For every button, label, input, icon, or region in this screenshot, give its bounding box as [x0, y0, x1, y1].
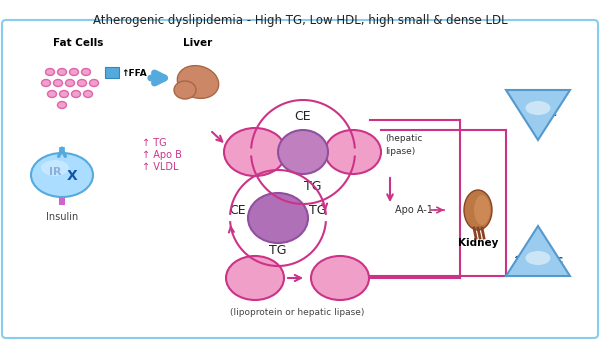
Ellipse shape: [46, 68, 55, 76]
Ellipse shape: [47, 91, 56, 98]
Bar: [59, 155, 65, 165]
Polygon shape: [506, 226, 570, 276]
Text: (hepatic
lipase): (hepatic lipase): [385, 134, 422, 156]
Ellipse shape: [224, 128, 286, 176]
Text: ↓HDLc: ↓HDLc: [518, 108, 557, 118]
Text: Atherogenic dyslipidemia - High TG, Low HDL, high small & dense LDL: Atherogenic dyslipidemia - High TG, Low …: [92, 14, 508, 27]
Text: Insulin: Insulin: [46, 212, 78, 222]
Text: Liver: Liver: [184, 38, 212, 48]
Text: (CETP): (CETP): [286, 147, 320, 157]
Bar: [59, 195, 65, 205]
Polygon shape: [506, 90, 570, 140]
Ellipse shape: [174, 81, 196, 99]
Ellipse shape: [77, 80, 86, 86]
Ellipse shape: [474, 195, 490, 225]
Text: TG: TG: [309, 203, 327, 217]
Text: TG: TG: [269, 243, 287, 257]
Ellipse shape: [177, 66, 219, 98]
Ellipse shape: [278, 130, 328, 174]
Ellipse shape: [70, 68, 79, 76]
Text: Kidney: Kidney: [458, 238, 498, 248]
Ellipse shape: [41, 80, 50, 86]
Ellipse shape: [31, 153, 93, 197]
Ellipse shape: [58, 101, 67, 108]
Ellipse shape: [41, 160, 69, 176]
Text: CE: CE: [230, 203, 247, 217]
Text: (CETP): (CETP): [260, 213, 296, 223]
Text: ↑ Apo B: ↑ Apo B: [142, 150, 182, 160]
Ellipse shape: [325, 130, 381, 174]
Text: TG: TG: [304, 180, 322, 194]
Text: LDLc: LDLc: [240, 273, 270, 283]
Text: ↑VLDL: ↑VLDL: [236, 147, 274, 157]
Ellipse shape: [58, 68, 67, 76]
Ellipse shape: [65, 80, 74, 86]
Bar: [59, 165, 65, 175]
Text: ↑sd-LDLc: ↑sd-LDLc: [512, 255, 563, 265]
Ellipse shape: [311, 256, 369, 300]
Bar: [59, 147, 65, 155]
Text: ↑FFA: ↑FFA: [121, 68, 147, 78]
Ellipse shape: [526, 251, 551, 265]
FancyBboxPatch shape: [105, 67, 119, 78]
Ellipse shape: [526, 101, 551, 115]
Ellipse shape: [71, 91, 80, 98]
Bar: [59, 185, 65, 195]
FancyBboxPatch shape: [2, 20, 598, 338]
Text: IR: IR: [49, 167, 61, 177]
Text: Fat Cells: Fat Cells: [53, 38, 103, 48]
Ellipse shape: [464, 190, 492, 230]
Ellipse shape: [248, 193, 308, 243]
Ellipse shape: [89, 80, 98, 86]
Ellipse shape: [59, 91, 68, 98]
Text: (lipoprotein or hepatic lipase): (lipoprotein or hepatic lipase): [230, 308, 364, 317]
Ellipse shape: [226, 256, 284, 300]
Ellipse shape: [82, 68, 91, 76]
Text: HDLc: HDLc: [337, 147, 369, 157]
Text: ↑ TG: ↑ TG: [142, 138, 167, 148]
Ellipse shape: [83, 91, 92, 98]
Bar: [59, 175, 65, 185]
Text: Apo A-1: Apo A-1: [395, 205, 433, 215]
Text: X: X: [67, 169, 77, 183]
Text: sd-LDLc: sd-LDLc: [317, 273, 363, 283]
Text: CE: CE: [295, 109, 311, 122]
Text: ↑ VLDL: ↑ VLDL: [142, 162, 179, 172]
Ellipse shape: [53, 80, 62, 86]
